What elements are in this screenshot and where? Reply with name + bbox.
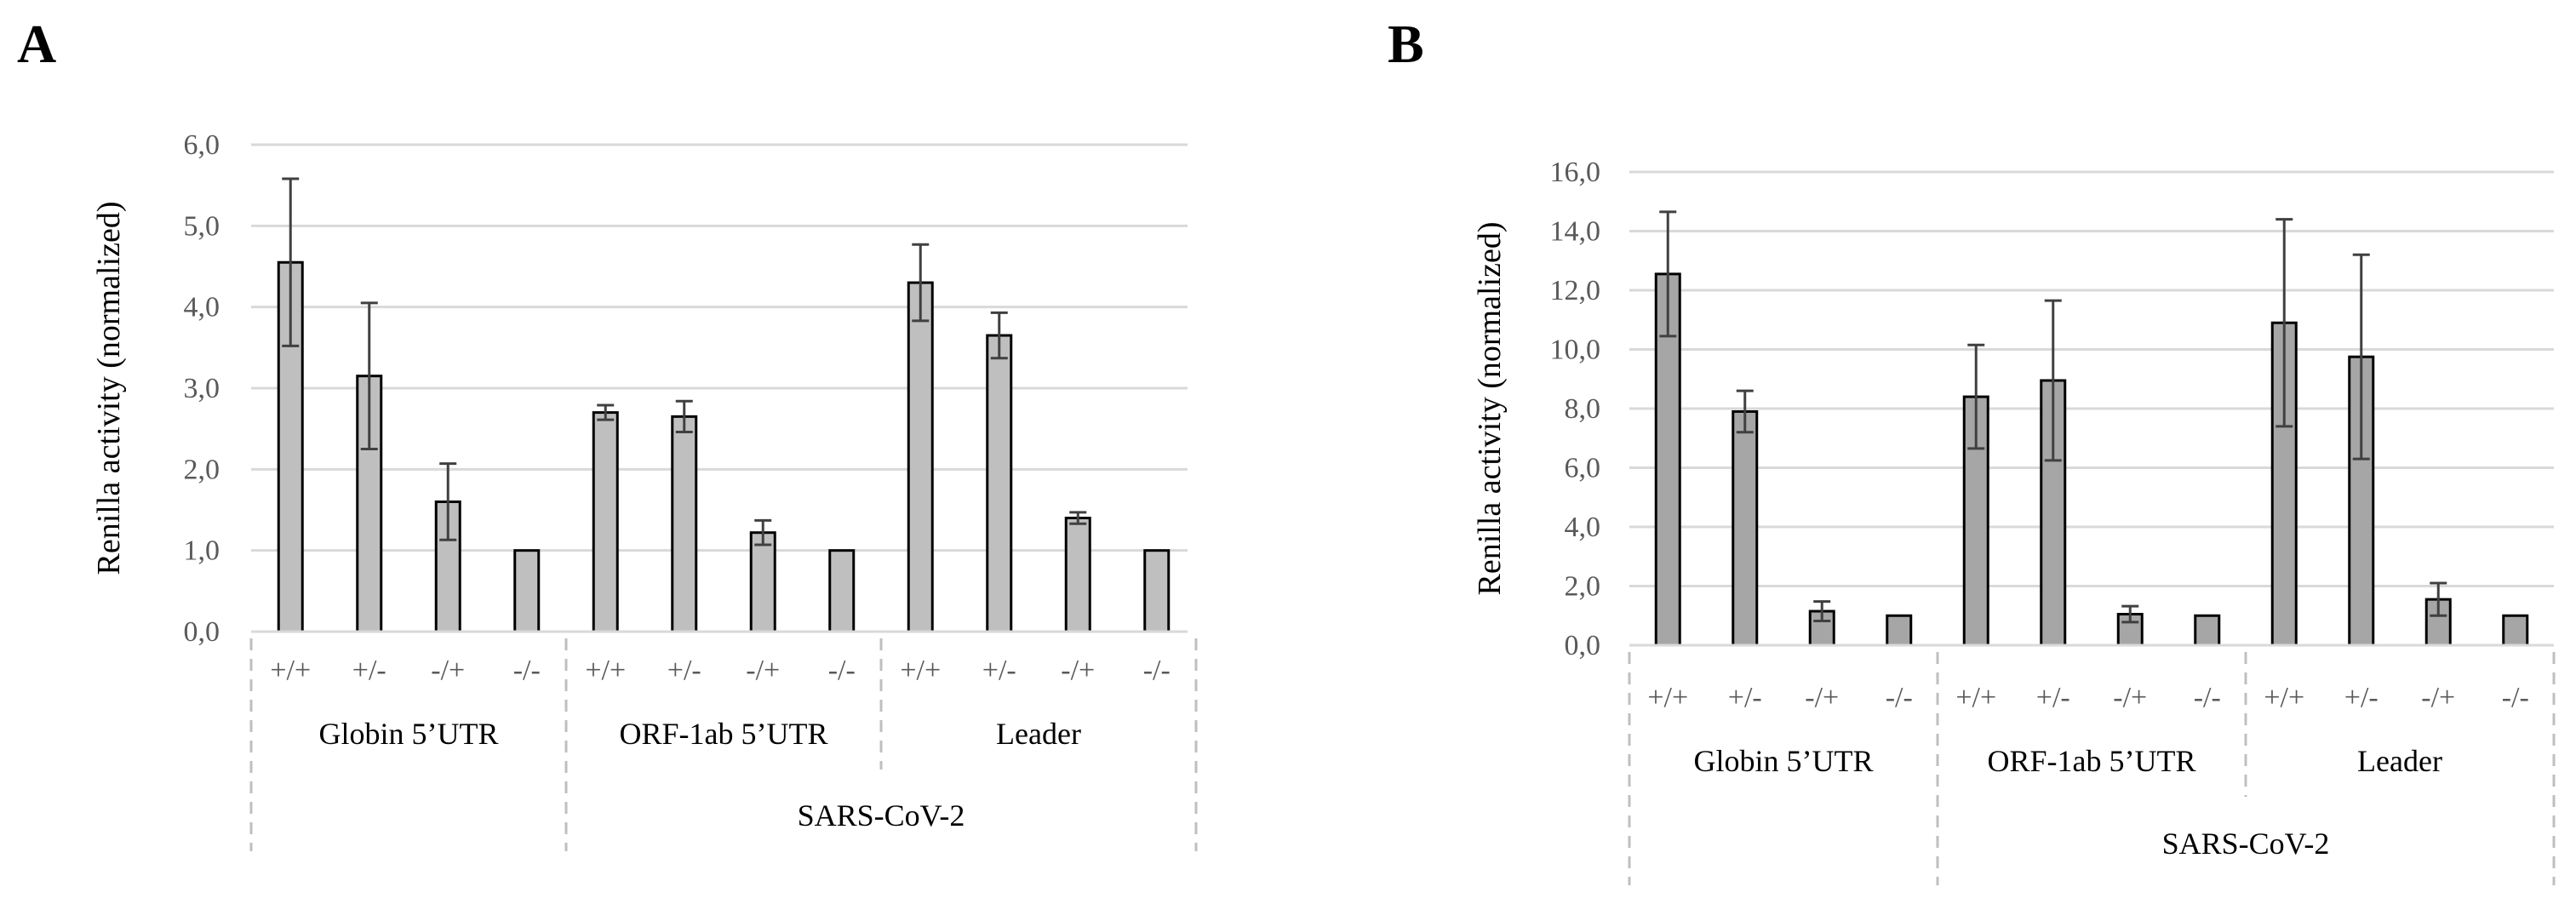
chart-panel-a: 0,0 1,0 2,0 3,0 4,0 5,0 6,0 Renilla activity (n… — [91, 129, 1198, 851]
bar — [2502, 614, 2529, 647]
group-label: Leader — [2357, 744, 2442, 778]
y-tick-label: 6,0 — [1565, 453, 1601, 484]
y-axis-label: Renilla activity (normalized) — [1472, 222, 1508, 596]
bar — [2194, 614, 2221, 647]
bar — [1732, 409, 1759, 647]
y-tick-label: 14,0 — [1550, 216, 1601, 248]
bar — [671, 415, 698, 633]
y-tick-label: 1,0 — [184, 535, 220, 567]
category-label: -/- — [513, 655, 541, 686]
category-label: +/- — [2344, 682, 2379, 713]
y-tick-label: 4,0 — [1565, 512, 1601, 543]
category-label: +/+ — [1647, 682, 1688, 713]
category-label: -/- — [2502, 682, 2529, 713]
group-label: Globin 5’UTR — [1694, 744, 1874, 778]
supergroup-label: SARS-CoV-2 — [2162, 827, 2330, 861]
category-label: -/- — [1886, 682, 1913, 713]
category-label: -/- — [2194, 682, 2221, 713]
bar — [1064, 517, 1091, 633]
y-tick-label: 12,0 — [1550, 275, 1601, 306]
y-tick-label: 16,0 — [1550, 157, 1601, 188]
category-label: -/+ — [746, 655, 780, 686]
category-label: +/- — [352, 655, 386, 686]
y-tick-label: 6,0 — [184, 129, 220, 161]
category-label: +/- — [667, 655, 701, 686]
category-label: +/- — [1728, 682, 1762, 713]
group-label: ORF-1ab 5’UTR — [620, 717, 828, 751]
panel-b-letter: B — [1388, 14, 1424, 74]
category-label: +/+ — [585, 655, 626, 686]
y-tick-label: 2,0 — [1565, 571, 1601, 603]
category-label: +/+ — [1955, 682, 1996, 713]
bar — [1886, 614, 1913, 647]
bar — [513, 549, 541, 633]
category-label: +/- — [982, 655, 1016, 686]
y-tick-label: 0,0 — [184, 616, 220, 648]
category-label: -/- — [828, 655, 856, 686]
category-label: +/+ — [900, 655, 941, 686]
y-tick-label: 5,0 — [184, 210, 220, 242]
category-label: -/+ — [1805, 682, 1839, 713]
y-tick-label: 3,0 — [184, 373, 220, 404]
group-label: ORF-1ab 5’UTR — [1988, 744, 2196, 778]
bar — [907, 281, 934, 633]
bar — [277, 260, 304, 633]
bar — [1143, 549, 1171, 633]
y-tick-label: 0,0 — [1565, 630, 1601, 661]
bar — [828, 549, 856, 633]
supergroup-label: SARS-CoV-2 — [798, 798, 965, 832]
group-label: Globin 5’UTR — [319, 717, 499, 751]
y-tick-label: 8,0 — [1565, 393, 1601, 425]
y-tick-label: 4,0 — [184, 292, 220, 323]
bar — [986, 334, 1013, 633]
y-tick-label: 10,0 — [1550, 335, 1601, 366]
category-label: -/+ — [431, 655, 465, 686]
category-label: -/+ — [1061, 655, 1095, 686]
category-label: +/+ — [2264, 682, 2304, 713]
category-label: -/- — [1143, 655, 1171, 686]
chart-panel-b: 0,0 2,0 4,0 6,0 8,0 10,0 12,0 14,0 16,0 Renilla a… — [1472, 157, 2556, 885]
category-label: +/- — [2036, 682, 2070, 713]
category-label: -/+ — [2113, 682, 2147, 713]
panel-a-letter: A — [17, 14, 57, 74]
bar — [592, 411, 619, 633]
y-tick-label: 2,0 — [184, 454, 220, 485]
bar — [749, 531, 776, 633]
y-axis-label: Renilla activity (normalized) — [91, 202, 127, 575]
category-label: +/+ — [270, 655, 311, 686]
category-label: -/+ — [2421, 682, 2455, 713]
group-label: Leader — [996, 717, 1081, 751]
